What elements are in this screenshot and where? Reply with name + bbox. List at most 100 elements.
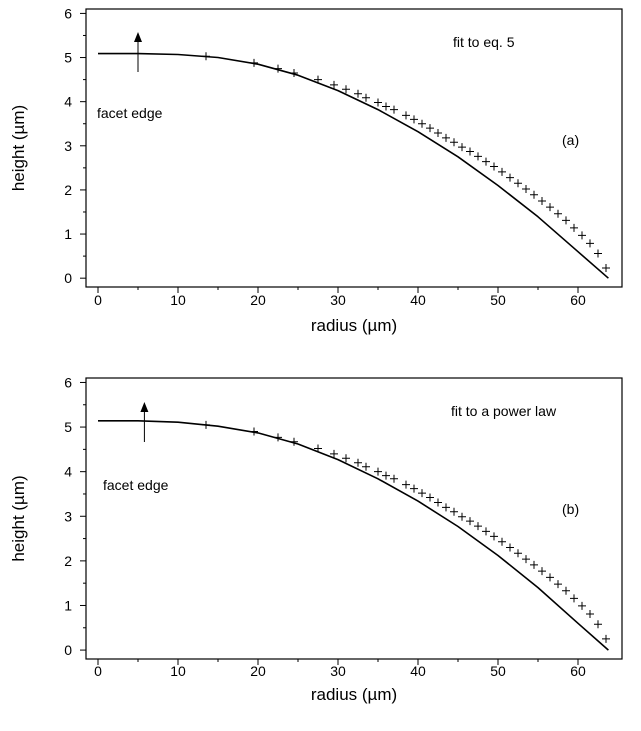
data-point	[342, 454, 350, 463]
data-point	[538, 567, 546, 576]
panel-a: 0 10 20 30 40 50 60 0 1 2 3 4 5 6 radius (µm) height (µ…	[9, 5, 623, 335]
fit-description: fit to eq. 5	[453, 34, 515, 50]
data-point	[546, 573, 554, 582]
data-point	[498, 167, 506, 176]
x-tick-label: 0	[94, 292, 102, 308]
data-point	[202, 420, 210, 429]
data-point	[450, 138, 458, 147]
data-point	[514, 179, 522, 188]
fit-description: fit to a power law	[451, 403, 557, 419]
data-point	[330, 449, 338, 458]
x-axis-title: radius (µm)	[311, 316, 397, 335]
data-point	[290, 437, 298, 446]
fit-curve	[98, 419, 609, 651]
x-tick-label: 50	[490, 292, 506, 308]
facet-arrow-head	[134, 32, 142, 42]
data-point	[602, 634, 610, 643]
y-tick-label: 1	[64, 226, 72, 242]
x-tick-label: 20	[250, 663, 266, 679]
data-point	[570, 223, 578, 232]
data-point	[530, 190, 538, 199]
y-tick-label: 0	[64, 270, 72, 286]
x-tick-label: 0	[94, 663, 102, 679]
data-point	[354, 89, 362, 98]
data-point	[506, 543, 514, 552]
data-point	[482, 157, 490, 166]
data-point	[570, 594, 578, 603]
panel-label: (a)	[562, 132, 579, 148]
x-tick-label: 10	[170, 663, 186, 679]
data-point	[466, 517, 474, 526]
y-tick-label: 5	[64, 50, 72, 66]
data-point	[450, 507, 458, 516]
x-tick-label: 30	[330, 292, 346, 308]
data-point	[418, 119, 426, 128]
data-point	[490, 532, 498, 541]
y-tick-label: 4	[64, 464, 72, 480]
data-point	[382, 102, 390, 111]
data-point	[442, 503, 450, 512]
y-tick-label: 3	[64, 508, 72, 524]
y-tick-label: 5	[64, 419, 72, 435]
y-tick-label: 3	[64, 138, 72, 154]
x-tick-label: 30	[330, 663, 346, 679]
y-tick-label: 6	[64, 5, 72, 21]
data-point	[530, 560, 538, 569]
y-tick-label: 4	[64, 94, 72, 110]
panel-label: (b)	[562, 501, 579, 517]
data-point	[458, 512, 466, 521]
x-tick-label: 60	[570, 292, 586, 308]
x-tick-label: 20	[250, 292, 266, 308]
data-point	[602, 264, 610, 273]
data-point	[342, 85, 350, 94]
data-point	[578, 601, 586, 610]
data-point	[554, 580, 562, 589]
data-point	[562, 586, 570, 595]
data-point	[474, 522, 482, 531]
y-axis-title: height (µm)	[9, 105, 28, 191]
y-tick-label: 2	[64, 182, 72, 198]
data-point	[546, 203, 554, 212]
data-point	[402, 111, 410, 120]
data-point	[562, 216, 570, 225]
data-point	[514, 549, 522, 558]
data-point	[250, 427, 258, 436]
data-point	[586, 239, 594, 248]
data-point	[374, 467, 382, 476]
data-point	[382, 471, 390, 480]
data-point	[578, 231, 586, 240]
data-point	[490, 162, 498, 171]
data-point	[314, 75, 322, 84]
facet-arrow-head	[140, 402, 149, 412]
data-point	[426, 493, 434, 502]
data-point	[250, 58, 258, 67]
data-point	[466, 147, 474, 156]
data-point	[426, 124, 434, 133]
data-point	[458, 143, 466, 152]
data-point	[390, 474, 398, 483]
data-point	[554, 209, 562, 218]
y-tick-label: 6	[64, 374, 72, 390]
data-point	[362, 462, 370, 471]
data-point	[506, 173, 514, 182]
facet-edge-label: facet edge	[103, 477, 169, 493]
data-point	[418, 489, 426, 498]
panel-b: 0 10 20 30 40 50 60 0 1 2 3 4 5 6 radius (µm) height (µ…	[9, 374, 623, 704]
data-point	[594, 620, 602, 629]
x-axis-title: radius (µm)	[311, 685, 397, 704]
x-tick-label: 50	[490, 663, 506, 679]
data-point	[594, 249, 602, 258]
y-tick-label: 1	[64, 597, 72, 613]
data-point	[390, 105, 398, 114]
data-point	[274, 64, 282, 73]
facet-edge-label: facet edge	[97, 105, 163, 121]
x-tick-label: 40	[410, 292, 426, 308]
data-point	[434, 128, 442, 137]
y-tick-label: 0	[64, 642, 72, 658]
x-tick-label: 40	[410, 663, 426, 679]
data-point	[410, 484, 418, 493]
x-tick-label: 60	[570, 663, 586, 679]
data-point	[202, 52, 210, 61]
y-tick-label: 2	[64, 553, 72, 569]
